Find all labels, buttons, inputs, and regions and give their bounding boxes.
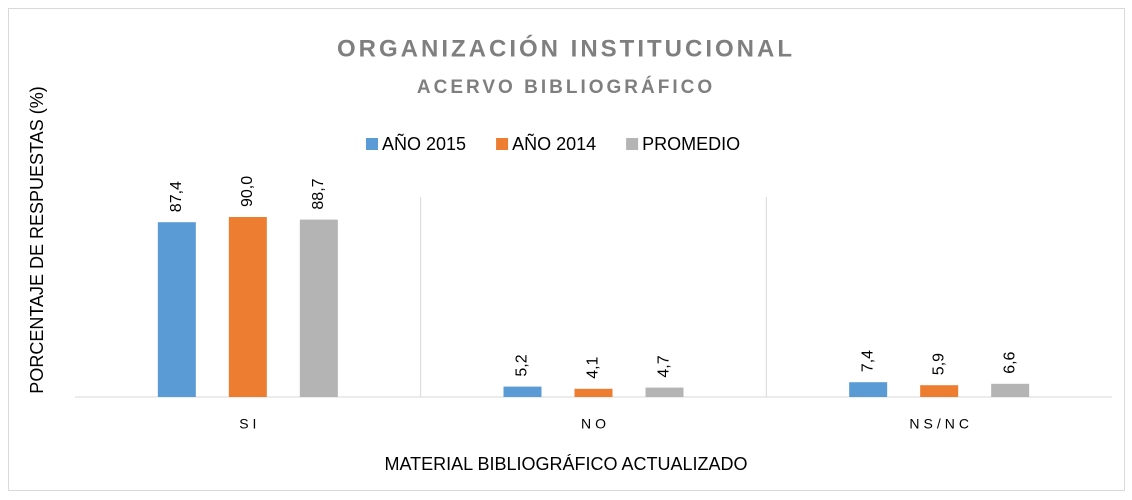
legend-swatch bbox=[626, 138, 639, 150]
x-tick-label: NO bbox=[581, 416, 610, 432]
data-label: 90,0 bbox=[239, 176, 256, 207]
chart-title: ORGANIZACIÓN INSTITUCIONAL bbox=[337, 34, 795, 62]
data-label: 7,4 bbox=[859, 350, 876, 372]
legend-swatch bbox=[366, 138, 378, 150]
data-label: 87,4 bbox=[168, 181, 185, 212]
legend-label: AÑO 2015 bbox=[382, 133, 466, 154]
bar bbox=[645, 387, 684, 397]
x-axis-label: MATERIAL BIBLIOGRÁFICO ACTUALIZADO bbox=[384, 454, 747, 474]
legend-label: AÑO 2014 bbox=[512, 133, 596, 154]
data-label: 6,6 bbox=[1001, 351, 1018, 373]
bar bbox=[228, 217, 267, 397]
bar bbox=[157, 222, 196, 397]
bar bbox=[299, 219, 338, 397]
data-label: 88,7 bbox=[310, 178, 327, 209]
chart-subtitle: ACERVO BIBLIOGRÁFICO bbox=[417, 76, 715, 98]
x-tick-label: SI bbox=[239, 416, 260, 432]
bar bbox=[503, 386, 542, 397]
x-tick-label: NS/NC bbox=[909, 416, 973, 432]
data-label: 4,7 bbox=[656, 355, 673, 377]
data-label: 5,9 bbox=[930, 353, 947, 375]
bar bbox=[991, 383, 1030, 397]
legend-swatch bbox=[496, 138, 509, 150]
legend-label: PROMEDIO bbox=[642, 134, 740, 154]
data-label: 5,2 bbox=[514, 354, 531, 376]
bar bbox=[920, 385, 959, 397]
bar bbox=[574, 388, 613, 397]
bar bbox=[849, 382, 888, 397]
y-axis-label: PORCENTAJE DE RESPUESTAS (%) bbox=[27, 86, 47, 393]
data-label: 4,1 bbox=[585, 356, 602, 378]
